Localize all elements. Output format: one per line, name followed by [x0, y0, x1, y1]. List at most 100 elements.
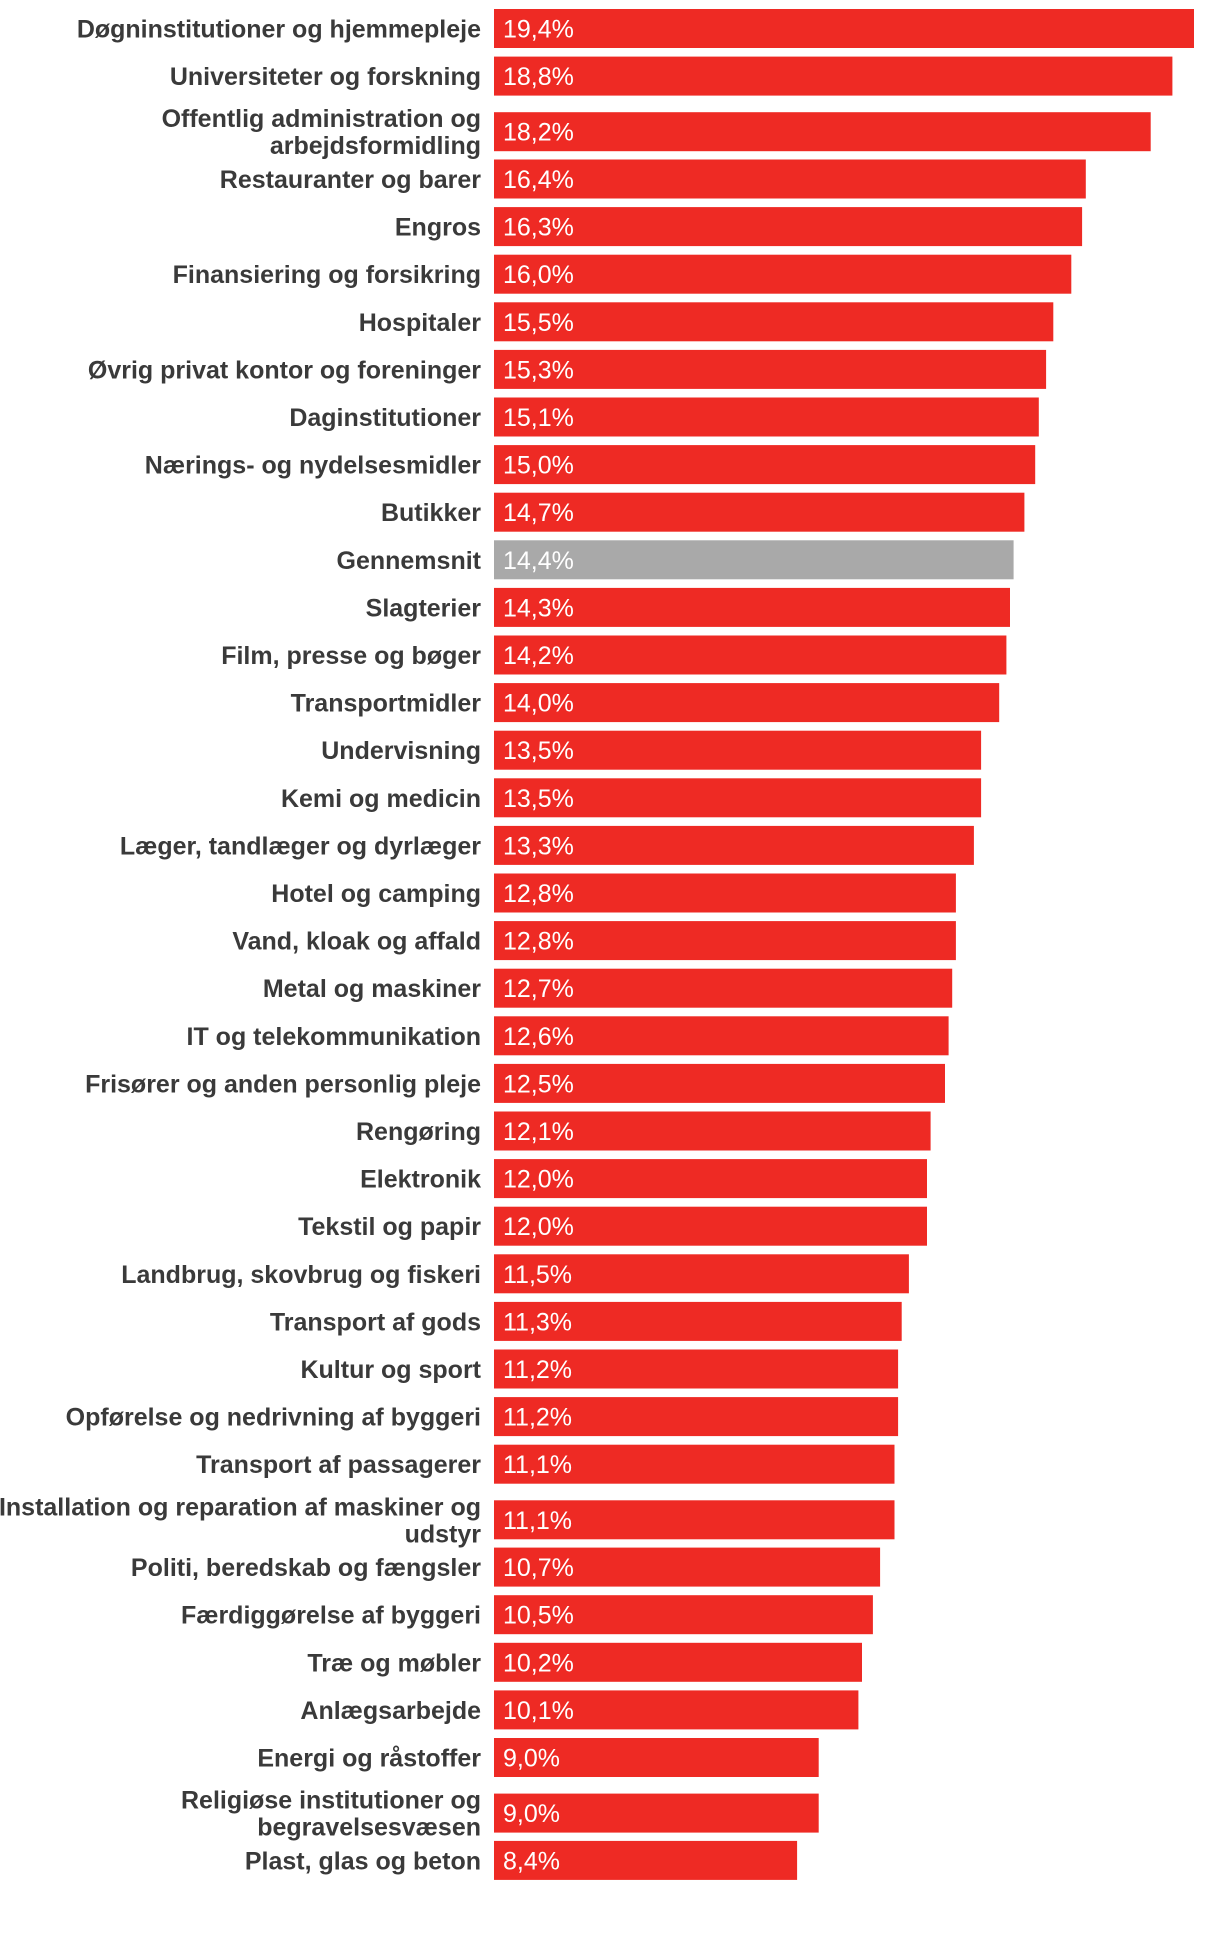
bar-value-label: 12,7% [503, 975, 574, 1003]
bar-row: 10,7% Politi, beredskab og fængsler [131, 1547, 881, 1587]
bar [494, 492, 1025, 532]
category-label: Film, presse og bøger [221, 642, 481, 670]
category-label-line: Metal og maskiner [263, 975, 481, 1003]
category-label-line: Kultur og sport [300, 1356, 481, 1384]
bar-row: 15,3% Øvrig privat kontor og foreninger [88, 349, 1047, 389]
category-label: Religiøse institutioner og begravelsesvæs… [181, 1787, 481, 1842]
category-label-line: Undervisning [321, 737, 481, 765]
bar-row: 12,5% Frisører og anden personlig pleje [85, 1063, 945, 1103]
category-label-line: Gennemsnit [337, 547, 482, 575]
category-label-line: Politi, beredskab og fængsler [131, 1554, 481, 1582]
bar-row: 11,5% Landbrug, skovbrug og fiskeri [121, 1254, 909, 1294]
bar-row: 15,1% Daginstitutioner [289, 397, 1039, 437]
bar-row: 12,8% Vand, kloak og affald [232, 921, 956, 961]
bar [494, 1840, 798, 1880]
bar-value-label: 13,3% [503, 832, 574, 860]
bar [494, 1111, 931, 1151]
category-label: Transportmidler [291, 690, 482, 718]
category-label: Restauranter og barer [220, 166, 481, 194]
bar [494, 1500, 895, 1540]
category-label-line: Plast, glas og beton [245, 1847, 481, 1875]
bar-row: 10,5% Færdiggørelse af byggeri [181, 1595, 873, 1635]
bar-row: 14,4% Gennemsnit [337, 540, 1014, 580]
bar-value-label: 15,5% [503, 309, 574, 337]
bar-value-label: 11,5% [503, 1261, 572, 1289]
category-label: Engros [395, 214, 481, 242]
bar-row: 12,0% Elektronik [360, 1159, 927, 1199]
category-label-line: Universiteter og forskning [170, 63, 481, 91]
category-label-line: Færdiggørelse af byggeri [181, 1602, 481, 1630]
category-label: Læger, tandlæger og dyrlæger [120, 832, 481, 860]
bar [494, 825, 974, 865]
bar-row: 18,8% Universiteter og forskning [170, 56, 1173, 96]
bar-row: 10,2% Træ og møbler [307, 1642, 862, 1682]
category-label: Tekstil og papir [298, 1213, 481, 1241]
category-label: Installation og reparation af maskiner o… [0, 1493, 481, 1548]
category-label-line: Elektronik [360, 1166, 481, 1194]
bar-row: 14,2% Film, presse og bøger [221, 635, 1007, 675]
bar-value-label: 11,1% [503, 1451, 572, 1479]
bar-row: 8,4% Plast, glas og beton [245, 1840, 798, 1880]
bar-value-label: 11,3% [503, 1308, 572, 1336]
category-label-line: Øvrig privat kontor og foreninger [88, 356, 481, 384]
category-label-line: Døgninstitutioner og hjemmepleje [77, 16, 481, 44]
category-label: Anlægsarbejde [300, 1697, 481, 1725]
bar [494, 159, 1086, 199]
bar-row: 10,1% Anlægsarbejde [300, 1690, 859, 1730]
bar-value-label: 18,2% [503, 119, 574, 147]
bar-row: 15,5% Hospitaler [359, 302, 1054, 342]
bar-value-label: 10,7% [503, 1554, 574, 1582]
bar-value-label: 13,5% [503, 737, 574, 765]
bar [494, 1547, 881, 1587]
bar-row: 14,7% Butikker [381, 492, 1025, 532]
bar [494, 1206, 927, 1246]
category-label: Plast, glas og beton [245, 1847, 481, 1875]
category-label: Slagterier [366, 594, 482, 622]
bar [494, 1063, 945, 1103]
bar-row: 16,0% Finansiering og forsikring [173, 254, 1072, 294]
bar-value-label: 10,1% [503, 1697, 574, 1725]
category-label-line: Læger, tandlæger og dyrlæger [120, 832, 481, 860]
bar-value-label: 12,0% [503, 1166, 574, 1194]
category-label: Træ og møbler [307, 1649, 481, 1677]
bar [494, 1642, 862, 1682]
bar-value-label: 16,0% [503, 261, 574, 289]
category-label: Frisører og anden personlig pleje [85, 1070, 481, 1098]
bar [494, 397, 1039, 437]
category-label-line: Energi og råstoffer [257, 1745, 481, 1773]
category-label-line: Tekstil og papir [298, 1213, 481, 1241]
category-label-line: Religiøse institutioner og [181, 1787, 481, 1815]
bar-value-label: 8,4% [503, 1847, 560, 1875]
category-label: Nærings- og nydelsesmidler [145, 452, 481, 480]
category-label-line: udstyr [405, 1520, 482, 1548]
bar [494, 9, 1194, 48]
bar-row: 11,1% Transport af passagerer [196, 1444, 895, 1484]
bar [494, 1793, 819, 1833]
category-label: Hotel og camping [271, 880, 481, 908]
bar-row: 16,3% Engros [395, 207, 1083, 247]
bar-value-label: 13,5% [503, 785, 574, 813]
bar-value-label: 9,0% [503, 1745, 560, 1773]
bar [494, 635, 1007, 675]
category-label: Hospitaler [359, 309, 482, 337]
category-label-line: Installation og reparation af maskiner o… [0, 1493, 481, 1521]
bar-row: 15,0% Nærings- og nydelsesmidler [145, 445, 1036, 485]
category-label: Butikker [381, 499, 481, 527]
category-label: Landbrug, skovbrug og fiskeri [121, 1261, 481, 1289]
bar-value-label: 11,2% [503, 1404, 572, 1432]
category-label: IT og telekommunikation [187, 1023, 481, 1051]
bar-value-label: 12,6% [503, 1023, 574, 1051]
bar [494, 778, 982, 818]
bar [494, 445, 1036, 485]
bar [494, 349, 1047, 389]
category-label-line: Landbrug, skovbrug og fiskeri [121, 1261, 481, 1289]
category-label-line: Finansiering og forsikring [173, 261, 481, 289]
category-label-line: Transport af passagerer [196, 1451, 481, 1479]
bar-value-label: 9,0% [503, 1800, 560, 1828]
bar-value-label: 18,8% [503, 63, 574, 91]
category-label-line: Transportmidler [291, 690, 482, 718]
bar-value-label: 11,1% [503, 1507, 572, 1535]
bar-row: 12,1% Rengøring [356, 1111, 931, 1151]
category-label: Universiteter og forskning [170, 63, 481, 91]
